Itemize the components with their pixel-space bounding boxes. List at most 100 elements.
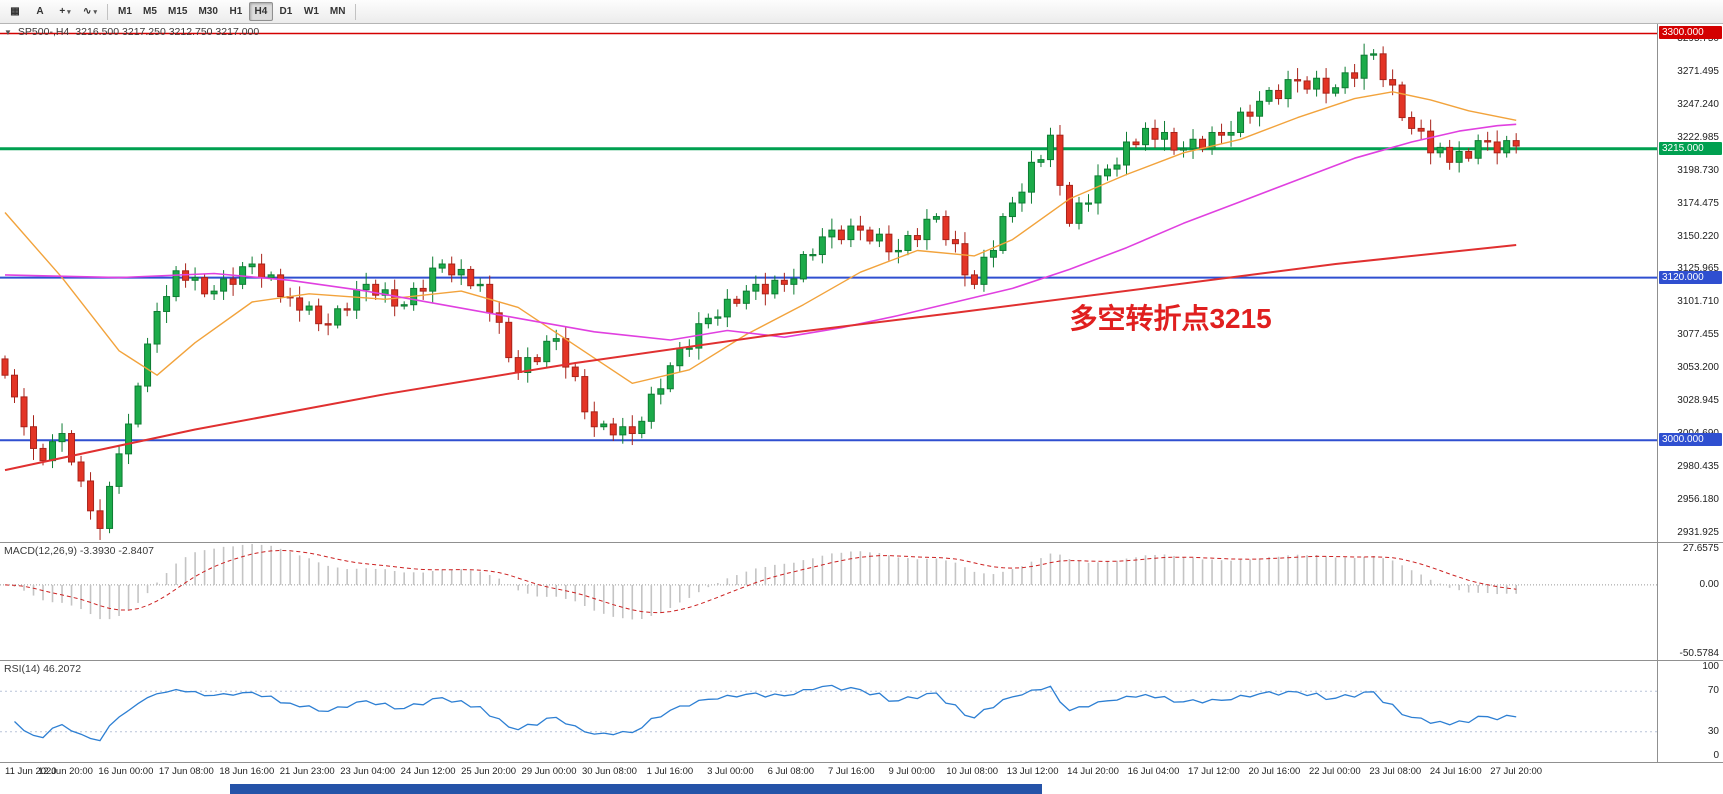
candle-body [676,347,684,367]
candle-body [267,274,275,279]
dropdown-arrow-icon: ▾ [93,8,97,16]
candle-body [210,290,218,295]
candle-body [1084,202,1092,205]
macd-scale[interactable]: 27.6575 0.00 -50.5784 [1657,543,1723,660]
candle-body [1208,131,1216,150]
timeframe-h1[interactable]: H1 [229,6,243,17]
candle-body [258,263,266,279]
candle-body [153,310,161,345]
candle-body [809,254,817,257]
rsi-chart[interactable] [0,661,1657,762]
candle-body [163,296,171,312]
candle-body [1113,164,1121,170]
timeframe-m1[interactable]: M1 [118,6,132,17]
candle-body [353,289,361,311]
macd-panel: MACD(12,26,9) -3.3930 -2.8407 27.6575 0.0… [0,542,1723,660]
candle-body [1008,202,1016,218]
candlestick-chart[interactable] [0,24,1657,542]
candle-body [752,283,760,292]
ma-line-ma-mid-magenta [4,123,1517,341]
candle-body [467,268,475,287]
candle-body [343,308,351,311]
time-axis-label: 16 Jun 00:00 [98,766,154,777]
candle-body [1398,84,1406,119]
candle-body [923,218,931,241]
rsi-scale[interactable]: 100 70 30 0 [1657,661,1723,762]
timeframe-m5[interactable]: M5 [143,6,157,17]
crosshair-icon[interactable]: + ▾ [59,6,71,17]
candle-body [733,298,741,304]
timeframe-mn[interactable]: MN [329,6,346,17]
candle-body [448,263,456,276]
candle-body [999,216,1007,251]
price-plot[interactable]: ▼ SP500-,H4 3216.500 3217.250 3212.750 3… [0,24,1657,542]
timeframe-m15[interactable]: M15 [168,6,188,17]
time-axis-label: 6 Jul 08:00 [767,766,815,777]
timeframe-m30[interactable]: M30 [198,6,218,17]
time-axis-label: 25 Jun 20:00 [461,766,517,777]
time-axis[interactable]: 11 Jun 2020 12 Jun 20:00 16 Jun 00:00 17 Ju… [0,762,1723,780]
symbol-timeframe-label: SP500-,H4 [17,26,70,38]
text-label-icon[interactable]: A [36,6,44,17]
candle-body [1246,111,1254,117]
candle-body [1417,127,1425,132]
time-axis-label: 24 Jul 16:00 [1429,766,1482,777]
candle-body [1256,100,1264,117]
timeframe-w1[interactable]: W1 [303,6,319,17]
candle-body [1046,134,1054,161]
macd-label: MACD(12,26,9) -3.3930 -2.8407 [4,545,154,557]
candle-body [201,277,209,295]
candle-body [49,441,57,462]
candle-body [1294,79,1302,82]
candle-body [77,461,85,482]
candle-body [1265,89,1273,102]
indicator-tick-label: -50.5784 [1679,648,1719,659]
candle-body [837,229,845,241]
chart-annotation-text[interactable]: 多空转折点3215 [1069,303,1272,335]
candle-body [619,426,627,436]
candles-layer [1,43,1520,540]
macd-plot[interactable]: MACD(12,26,9) -3.3930 -2.8407 [0,543,1657,660]
candle-body [58,433,66,443]
candle-body [115,453,123,487]
price-tick-label: 3247.240 [1677,99,1719,111]
time-axis-label: 7 Jul 16:00 [828,766,875,777]
timeframe-h4[interactable]: H4 [248,2,273,21]
time-axis-label: 16 Jul 04:00 [1127,766,1180,777]
candle-body [590,411,598,428]
candle-body [39,447,47,462]
indicators-zigzag-icon[interactable]: ∿ ▾ [83,6,97,17]
candle-body [1436,146,1444,154]
candle-body [144,343,152,387]
tile-windows-icon[interactable]: ▦ [10,6,20,17]
candle-body [1227,131,1235,136]
candle-body [1389,79,1397,86]
candle-body [818,236,826,256]
rsi-panel: RSI(14) 46.2072 100 70 30 0 [0,660,1723,762]
candle-body [1503,140,1511,154]
rsi-plot[interactable]: RSI(14) 46.2072 [0,661,1657,762]
candle-body [932,216,940,220]
candle-body [1284,79,1292,100]
time-axis-label: 20 Jul 16:00 [1248,766,1301,777]
candle-body [191,277,199,281]
candle-body [1512,140,1520,147]
time-axis-label: 13 Jul 12:00 [1006,766,1059,777]
macd-chart[interactable] [0,543,1657,660]
price-tick-label: 2980.435 [1677,460,1719,472]
price-scale[interactable]: 3295.7503271.4953247.2403222.9853198.730… [1657,24,1723,542]
candle-body [942,216,950,241]
candle-body [562,338,570,368]
candle-body [277,274,285,298]
candle-body [372,283,380,296]
ma-line-ma-slow-red [4,244,1517,472]
candle-body [657,388,665,395]
candle-body [761,283,769,295]
candle-body [628,426,636,435]
collapse-icon[interactable]: ▼ [4,27,12,37]
time-axis-label: 24 Jun 12:00 [400,766,456,777]
time-axis-label: 22 Jul 00:00 [1308,766,1361,777]
timeframe-d1[interactable]: D1 [279,6,293,17]
candle-body [1303,80,1311,90]
candle-body [134,385,142,425]
